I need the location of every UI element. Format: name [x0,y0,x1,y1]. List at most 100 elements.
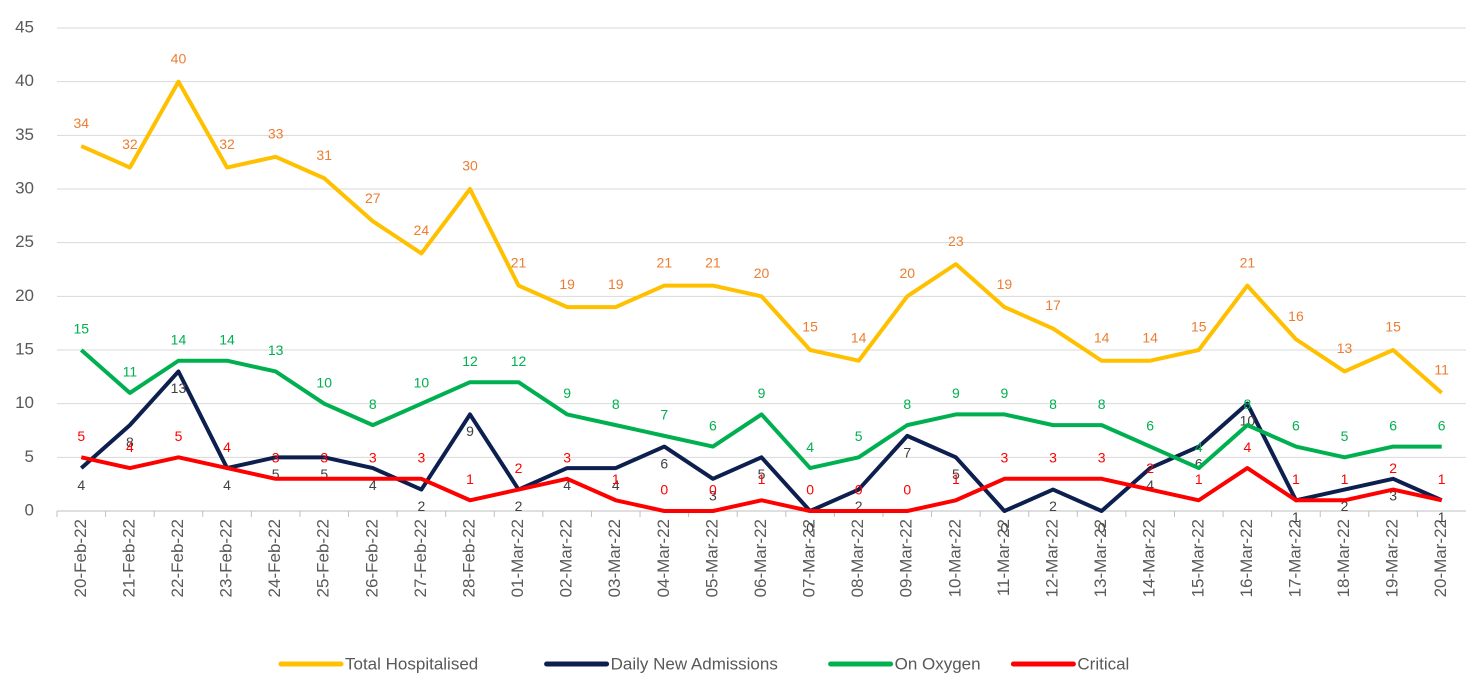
data-label: 11 [123,364,138,380]
legend-label: Critical [1077,654,1129,673]
data-label: 11 [1434,362,1449,378]
data-label: 5 [1341,428,1349,444]
data-label: 33 [268,126,284,142]
data-label: 2 [515,498,523,514]
x-tick-label: 02-Mar-22 [557,519,576,597]
x-tick-label: 16-Mar-22 [1237,519,1256,597]
data-label: 32 [219,136,235,152]
data-label: 2 [1049,498,1057,514]
data-label: 5 [855,428,863,444]
x-tick-label: 05-Mar-22 [702,519,721,597]
x-tick-label: 18-Mar-22 [1334,519,1353,597]
data-label: 4 [77,477,85,493]
data-label: 14 [851,329,867,345]
series-line [79,348,1442,471]
data-label: 3 [1049,450,1057,466]
data-label: 5 [758,466,766,482]
data-label: 16 [1288,308,1304,324]
y-tick-label: 30 [15,178,34,197]
data-label: 15 [1191,319,1207,335]
x-tick-label: 20-Mar-22 [1431,519,1450,597]
data-label: 2 [417,498,425,514]
data-label: 8 [1049,396,1057,412]
legend-label: Total Hospitalised [345,654,478,673]
x-tick-label: 28-Feb-22 [459,519,478,597]
data-label: 1 [1438,471,1446,487]
x-tick-label: 04-Mar-22 [654,519,673,597]
x-tick-label: 22-Feb-22 [168,519,187,597]
data-label: 3 [320,450,328,466]
data-label: 0 [709,482,717,498]
data-label: 27 [365,190,381,206]
data-label: 1 [1292,471,1300,487]
data-label: 5 [272,466,280,482]
data-label: 5 [952,466,960,482]
data-label: 3 [1001,450,1009,466]
data-label: 4 [806,439,814,455]
x-tick-label: 25-Feb-22 [314,519,333,597]
data-label: 19 [997,276,1013,292]
data-label: 6 [1195,455,1203,471]
data-label: 23 [948,233,964,249]
data-label: 19 [608,276,624,292]
data-label: 21 [1240,254,1256,270]
data-label: 32 [122,136,138,152]
data-label: 2 [515,460,523,476]
x-tick-label: 21-Feb-22 [119,519,138,597]
data-label: 10 [414,374,430,390]
data-label: 13 [1337,340,1353,356]
data-label: 20 [899,265,915,281]
x-tick-label: 17-Mar-22 [1285,519,1304,597]
x-tick-label: 07-Mar-22 [800,519,819,597]
data-label: 9 [1001,385,1009,401]
data-label: 3 [272,450,280,466]
data-label: 8 [903,396,911,412]
data-label: 2 [1341,498,1349,514]
y-tick-label: 45 [15,17,34,36]
data-label: 14 [1094,329,1110,345]
data-label: 5 [77,428,85,444]
data-label: 14 [219,331,235,347]
data-label: 3 [1389,488,1397,504]
data-label: 15 [802,319,818,335]
data-label: 8 [126,434,134,450]
series-line [80,79,1444,395]
data-label: 0 [1098,520,1106,536]
x-tick-label: 26-Feb-22 [362,519,381,597]
data-label: 2 [1389,460,1397,476]
x-tick-label: 27-Feb-22 [411,519,430,597]
x-tick-label: 19-Mar-22 [1383,519,1402,597]
data-label: 6 [660,455,668,471]
data-label: 0 [1001,520,1009,536]
data-label: 7 [903,445,911,461]
data-label: 3 [563,450,571,466]
data-label: 1 [1292,509,1300,525]
data-label: 4 [369,477,377,493]
data-label: 0 [806,482,814,498]
y-tick-label: 10 [15,393,34,412]
series-line [79,369,1443,513]
x-tick-label: 13-Mar-22 [1091,519,1110,597]
data-label: 21 [511,254,527,270]
data-label: 15 [74,321,90,337]
data-label: 0 [855,482,863,498]
x-tick-label: 14-Mar-22 [1140,519,1159,597]
data-label: 4 [126,439,134,455]
data-label: 30 [462,158,478,174]
x-tick-label: 09-Mar-22 [897,519,916,597]
x-tick-label: 06-Mar-22 [751,519,770,597]
data-label: 0 [806,520,814,536]
x-tick-label: 12-Mar-22 [1043,519,1062,597]
legend-label: On Oxygen [895,654,981,673]
data-label: 8 [1098,396,1106,412]
data-label: 31 [316,147,332,163]
x-tick-label: 10-Mar-22 [945,519,964,597]
data-label: 6 [1146,417,1154,433]
data-label: 12 [511,353,527,369]
x-tick-label: 20-Feb-22 [71,519,90,597]
data-label: 2 [1146,460,1154,476]
data-label: 24 [414,222,430,238]
data-label: 1 [612,471,620,487]
data-label: 1 [952,471,960,487]
